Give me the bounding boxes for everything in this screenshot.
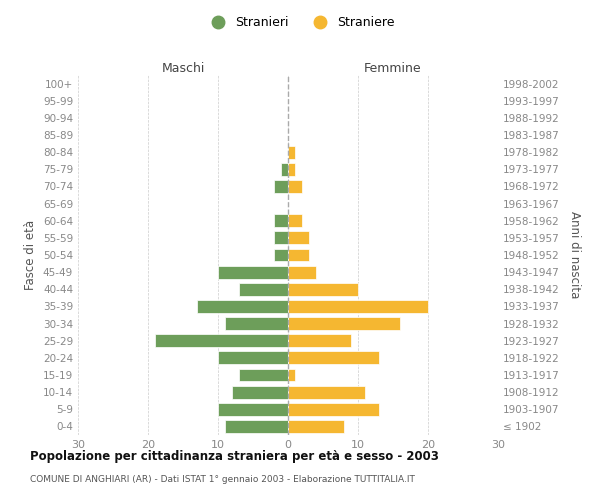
- Bar: [288, 248, 309, 262]
- Bar: [155, 334, 288, 347]
- Bar: [225, 317, 288, 330]
- Text: COMUNE DI ANGHIARI (AR) - Dati ISTAT 1° gennaio 2003 - Elaborazione TUTTITALIA.I: COMUNE DI ANGHIARI (AR) - Dati ISTAT 1° …: [30, 475, 415, 484]
- Y-axis label: Fasce di età: Fasce di età: [25, 220, 37, 290]
- Legend: Stranieri, Straniere: Stranieri, Straniere: [200, 11, 400, 34]
- Text: Femmine: Femmine: [364, 62, 422, 75]
- Bar: [274, 248, 288, 262]
- Bar: [288, 232, 309, 244]
- Bar: [288, 300, 428, 313]
- Bar: [288, 420, 344, 433]
- Bar: [225, 420, 288, 433]
- Bar: [288, 386, 365, 398]
- Bar: [239, 283, 288, 296]
- Text: Popolazione per cittadinanza straniera per età e sesso - 2003: Popolazione per cittadinanza straniera p…: [30, 450, 439, 463]
- Bar: [288, 283, 358, 296]
- Bar: [274, 180, 288, 193]
- Bar: [239, 368, 288, 382]
- Bar: [218, 403, 288, 415]
- Bar: [218, 352, 288, 364]
- Bar: [288, 214, 302, 227]
- Bar: [197, 300, 288, 313]
- Bar: [274, 232, 288, 244]
- Bar: [288, 368, 295, 382]
- Bar: [281, 163, 288, 175]
- Bar: [288, 352, 379, 364]
- Bar: [232, 386, 288, 398]
- Bar: [288, 403, 379, 415]
- Bar: [274, 214, 288, 227]
- Bar: [288, 146, 295, 158]
- Bar: [218, 266, 288, 278]
- Bar: [288, 180, 302, 193]
- Bar: [288, 163, 295, 175]
- Y-axis label: Anni di nascita: Anni di nascita: [568, 212, 581, 298]
- Text: Maschi: Maschi: [161, 62, 205, 75]
- Bar: [288, 266, 316, 278]
- Bar: [288, 317, 400, 330]
- Bar: [288, 334, 351, 347]
